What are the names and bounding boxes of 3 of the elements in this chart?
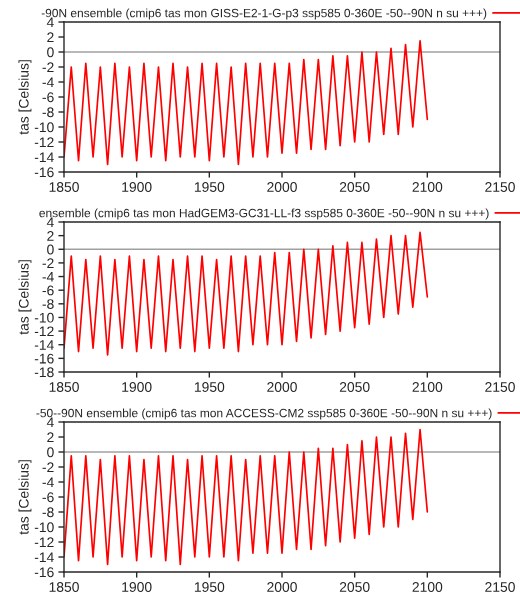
line-series (64, 39, 429, 166)
line-series (64, 428, 429, 566)
line-series (64, 231, 429, 356)
